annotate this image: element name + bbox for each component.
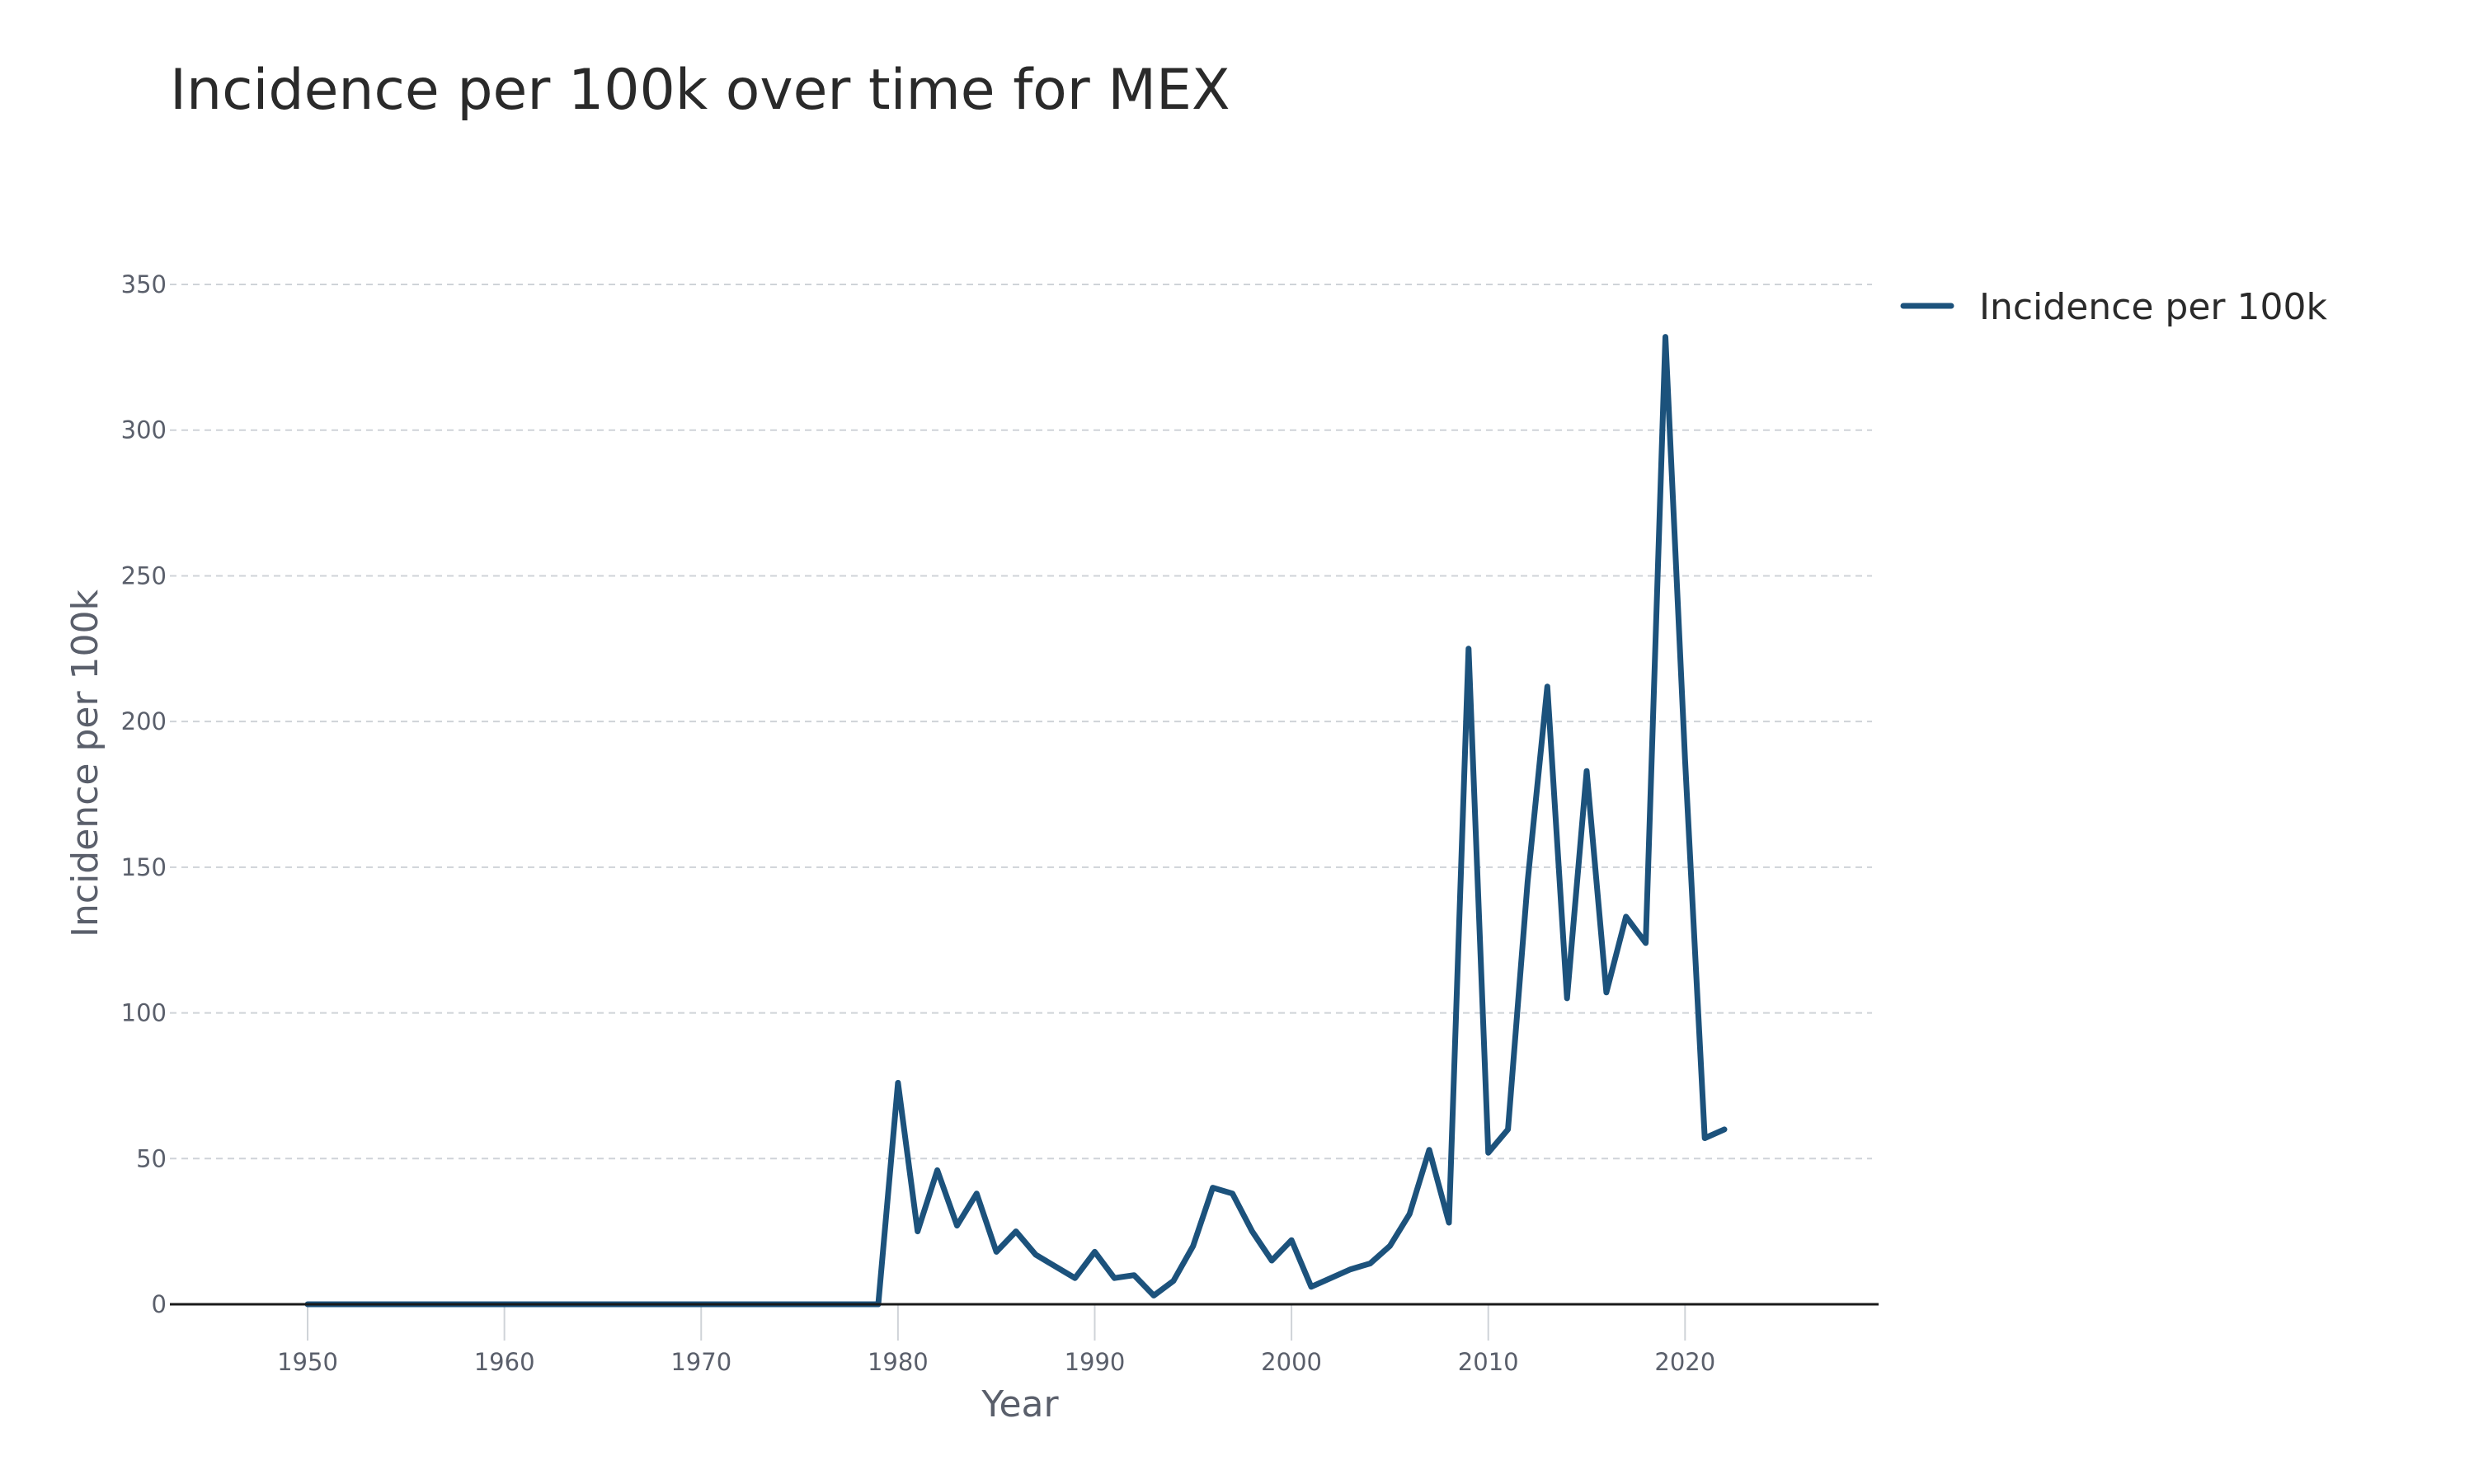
x-tick-label: 1970 (670, 1348, 731, 1376)
y-tick-label: 150 (121, 853, 167, 881)
x-tick-label: 1950 (277, 1348, 338, 1376)
x-axis-ticks: 1950 1960 1970 1980 1990 2000 2010 2020 (277, 1304, 1715, 1376)
gridlines (170, 284, 1872, 1160)
legend[interactable]: Incidence per 100k (1900, 286, 2327, 328)
x-tick-label: 2000 (1261, 1348, 1322, 1376)
y-axis-tick-labels: 0 50 100 150 200 250 300 350 (121, 270, 167, 1318)
y-tick-label: 0 (152, 1290, 167, 1318)
y-tick-label: 200 (121, 707, 167, 735)
y-tick-label: 350 (121, 270, 167, 298)
chart-title: Incidence per 100k over time for MEX (170, 58, 1230, 123)
y-tick-label: 100 (121, 999, 167, 1027)
x-axis-title: Year (981, 1383, 1059, 1425)
x-tick-label: 1990 (1065, 1348, 1126, 1376)
x-tick-label: 1960 (474, 1348, 535, 1376)
y-axis-title: Incidence per 100k (64, 589, 106, 937)
y-tick-label: 50 (136, 1144, 167, 1172)
y-tick-label: 250 (121, 561, 167, 589)
legend-label: Incidence per 100k (1979, 286, 2327, 328)
x-tick-label: 2020 (1654, 1348, 1715, 1376)
y-tick-label: 300 (121, 416, 167, 444)
x-tick-label: 1980 (868, 1348, 929, 1376)
x-tick-label: 2010 (1458, 1348, 1519, 1376)
